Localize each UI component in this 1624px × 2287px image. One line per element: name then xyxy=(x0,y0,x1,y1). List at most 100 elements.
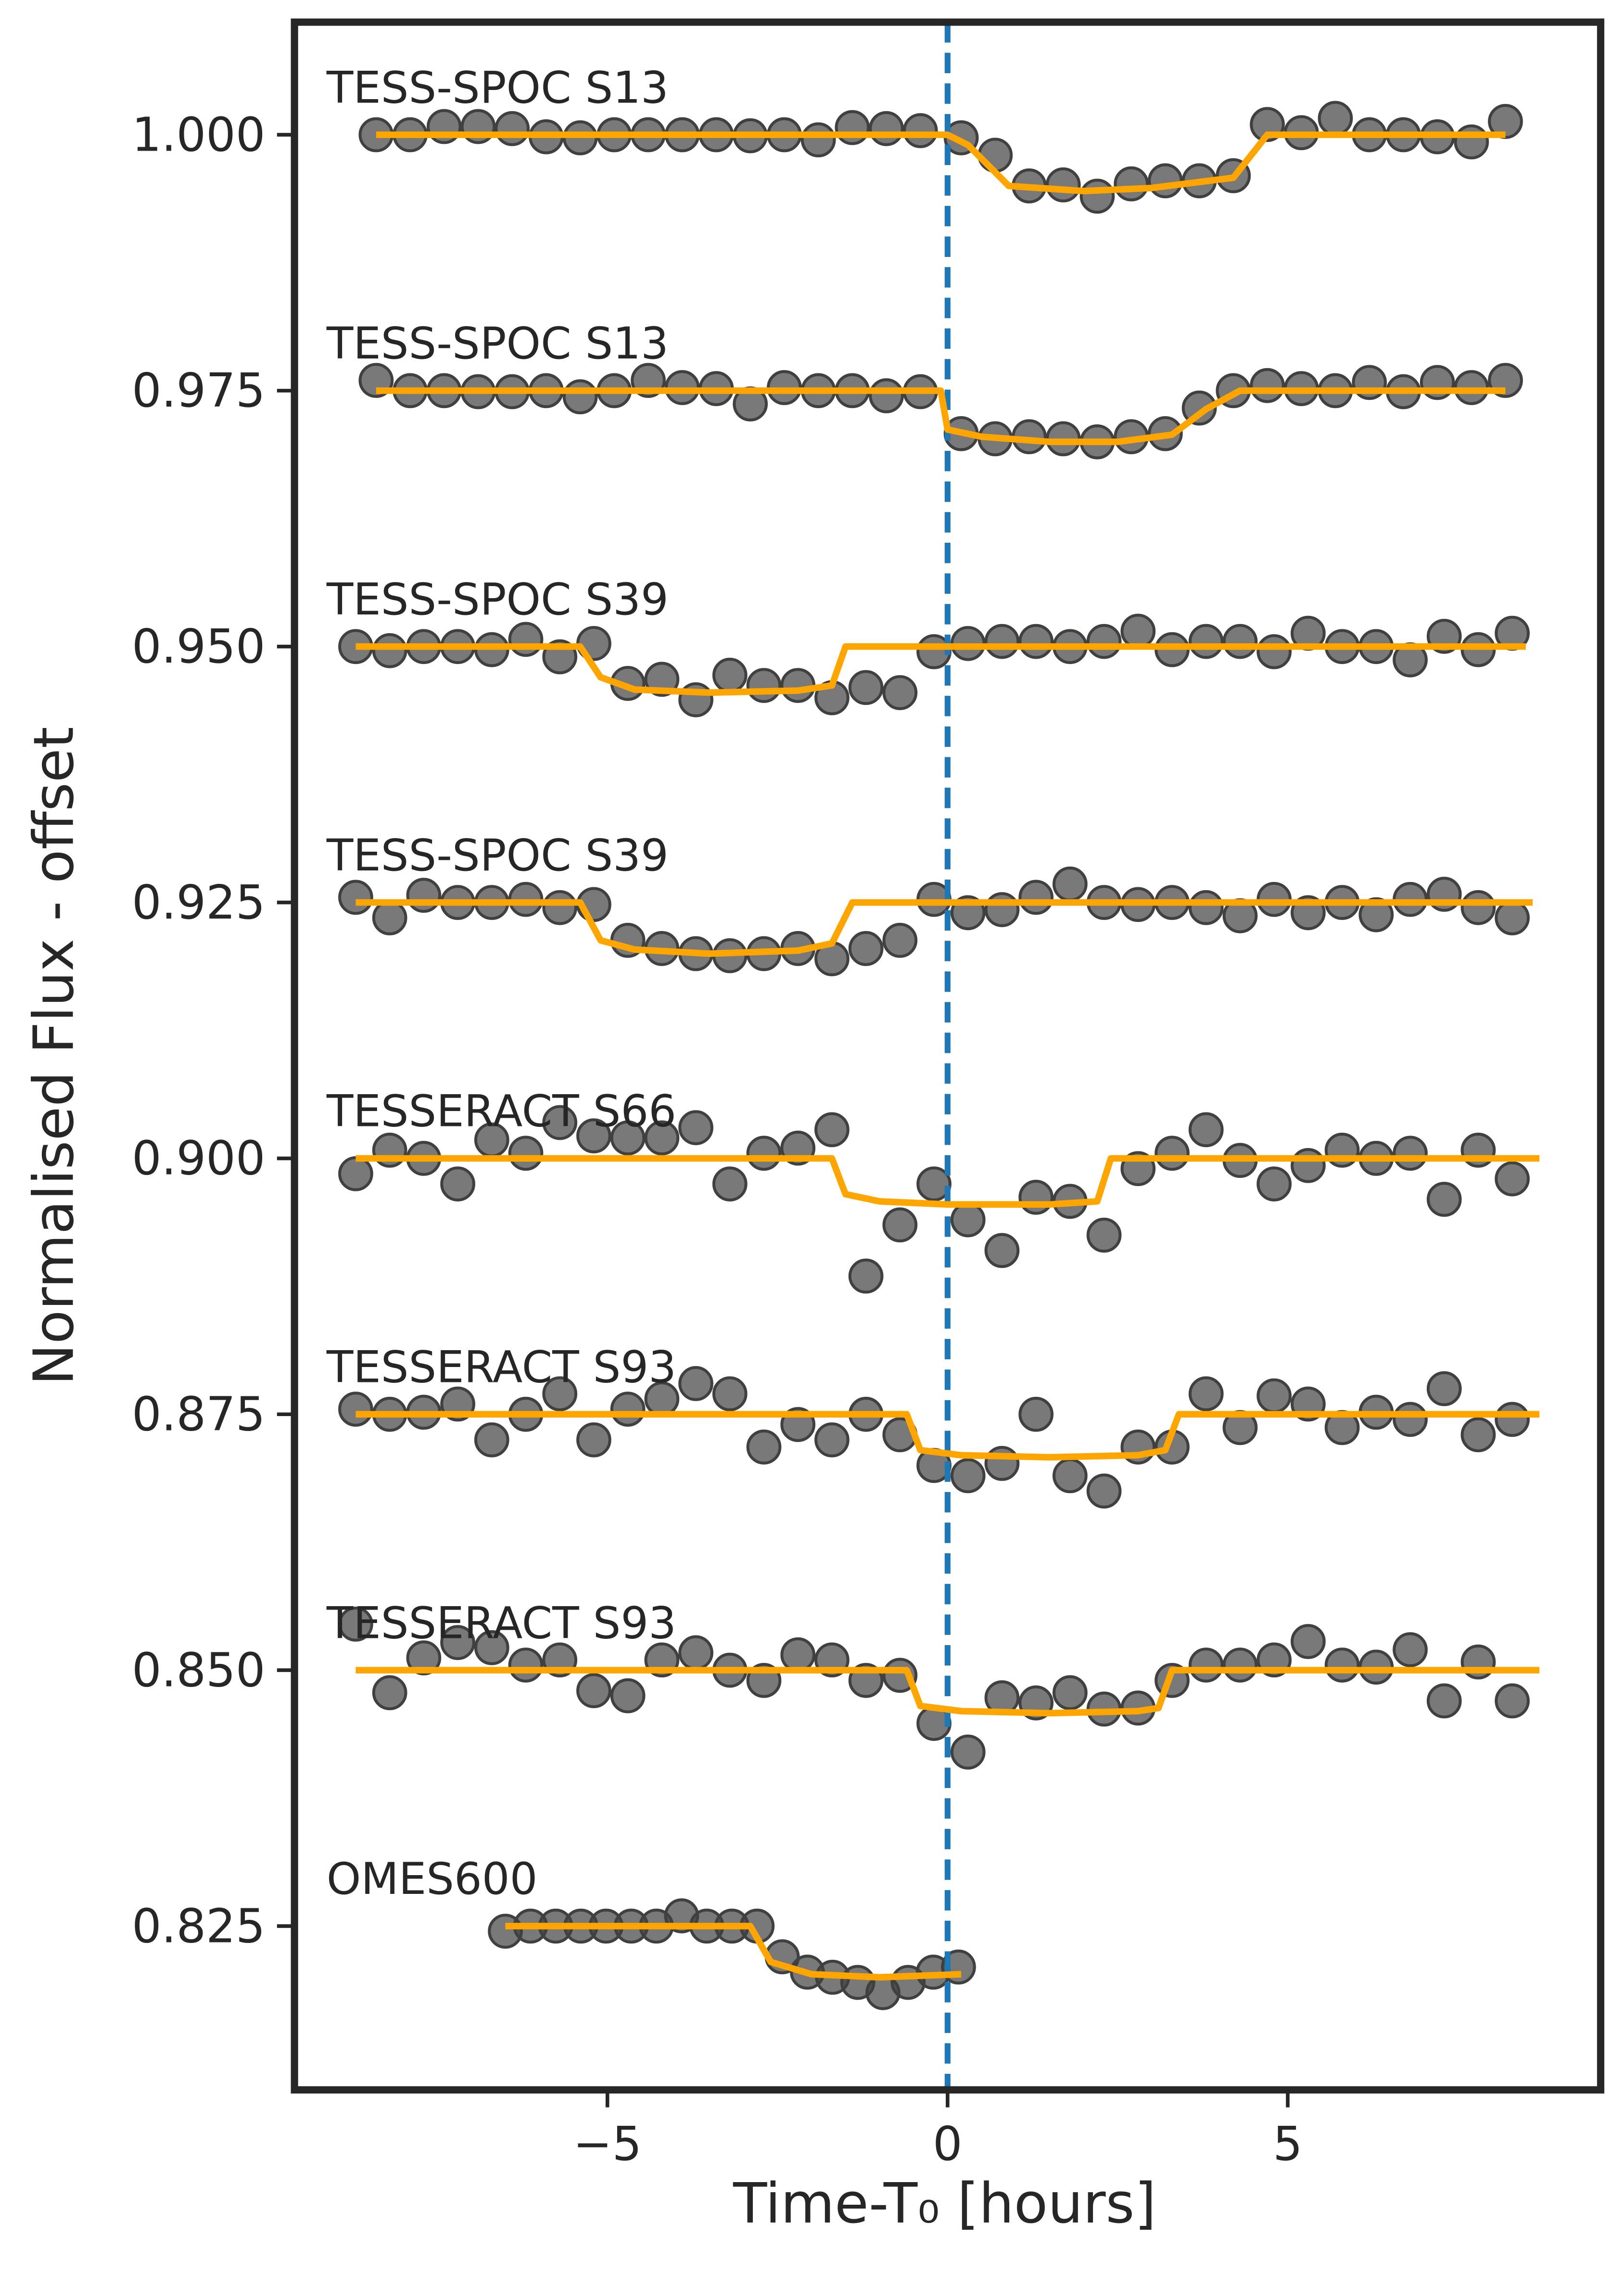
data-point xyxy=(1426,1182,1462,1217)
data-point xyxy=(542,1105,578,1140)
model-line xyxy=(376,387,1506,446)
data-point xyxy=(977,138,1013,173)
data-point xyxy=(406,1640,442,1675)
data-point xyxy=(1454,124,1489,160)
dataset-label: TESS-SPOC S39 xyxy=(326,830,669,881)
data-point xyxy=(610,1120,646,1156)
data-point xyxy=(576,1422,611,1457)
dataset-label: TESSERACT S93 xyxy=(326,1598,676,1648)
data-point xyxy=(780,668,816,703)
data-point xyxy=(916,1166,952,1201)
dataset-label: TESS-SPOC S39 xyxy=(326,575,669,625)
model-line xyxy=(355,1155,1540,1208)
data-point xyxy=(440,1166,475,1201)
data-point xyxy=(1148,163,1183,199)
data-point xyxy=(984,892,1020,927)
y-tick-label: 0.950 xyxy=(132,619,266,674)
data-point xyxy=(1460,890,1496,925)
model-line xyxy=(376,131,1506,194)
data-point xyxy=(576,1118,611,1153)
data-point xyxy=(1086,624,1122,659)
model-line xyxy=(505,1923,962,1981)
data-point xyxy=(1086,1217,1122,1253)
data-point xyxy=(712,1166,748,1201)
data-point xyxy=(902,113,938,148)
plot-frame xyxy=(291,18,1605,2094)
data-point xyxy=(1018,1179,1054,1215)
y-tick-label: 0.975 xyxy=(132,363,266,418)
model-line xyxy=(355,643,1526,696)
data-point xyxy=(1053,866,1088,902)
x-tick-label: 5 xyxy=(1273,2117,1303,2171)
data-point xyxy=(1053,1458,1088,1494)
data-point xyxy=(848,931,884,966)
dataset-label: TESSERACT S93 xyxy=(326,1342,676,1393)
x-tick-label: 0 xyxy=(933,2117,963,2171)
data-point xyxy=(338,880,373,915)
data-point xyxy=(338,1156,373,1191)
data-point xyxy=(474,1422,509,1457)
data-point xyxy=(1222,624,1258,659)
data-point xyxy=(610,1678,646,1713)
data-point xyxy=(1222,1648,1258,1683)
dataset-label: TESS-SPOC S13 xyxy=(326,63,669,113)
data-point xyxy=(848,1258,884,1294)
data-point xyxy=(406,878,442,913)
data-point xyxy=(338,1606,373,1642)
data-point xyxy=(800,122,836,158)
data-point xyxy=(984,1233,1020,1268)
data-point xyxy=(1188,1376,1224,1412)
data-point xyxy=(1018,624,1054,659)
data-point xyxy=(1495,1161,1530,1197)
data-point xyxy=(1188,1112,1224,1148)
data-point xyxy=(869,378,904,413)
data-point xyxy=(372,900,407,935)
data-point xyxy=(644,1120,680,1156)
dataset-label: OMES600 xyxy=(327,1854,538,1904)
data-point xyxy=(1495,1683,1530,1719)
data-point xyxy=(1086,1473,1122,1509)
data-point xyxy=(678,1110,713,1145)
y-tick-label: 0.825 xyxy=(132,1899,266,1953)
data-point xyxy=(1393,1136,1428,1171)
data-point xyxy=(746,668,782,703)
data-point xyxy=(1256,634,1292,669)
data-point xyxy=(950,1458,986,1494)
data-point xyxy=(869,111,904,146)
data-point xyxy=(372,1675,407,1711)
data-point xyxy=(338,1392,373,1427)
data-point xyxy=(814,1112,850,1148)
data-point xyxy=(678,1366,713,1401)
data-point xyxy=(1426,1683,1462,1719)
data-point xyxy=(1495,1402,1530,1437)
data-point xyxy=(712,657,748,693)
model-line xyxy=(355,1667,1540,1717)
y-tick-label: 0.900 xyxy=(132,1131,266,1186)
data-point xyxy=(1256,1378,1292,1414)
data-point xyxy=(1426,1371,1462,1406)
data-point xyxy=(1250,368,1285,403)
model-line xyxy=(355,1411,1540,1461)
data-point xyxy=(1181,390,1217,426)
plot-area xyxy=(338,22,1540,2090)
y-tick-label: 1.000 xyxy=(132,107,266,162)
data-point xyxy=(984,624,1020,659)
data-point xyxy=(950,1734,986,1770)
data-point xyxy=(1188,624,1224,659)
data-point xyxy=(950,1202,986,1238)
data-point xyxy=(746,1136,782,1171)
x-tick-label: −5 xyxy=(573,2117,642,2171)
data-point xyxy=(1155,1136,1190,1171)
data-point xyxy=(542,890,578,925)
data-point xyxy=(1053,1675,1088,1711)
data-point xyxy=(508,1136,544,1171)
data-point xyxy=(678,1635,713,1671)
data-point xyxy=(474,1630,509,1665)
data-point xyxy=(576,1673,611,1709)
data-point xyxy=(1188,890,1224,925)
data-point xyxy=(712,1376,748,1412)
data-point xyxy=(1291,1148,1326,1183)
data-point xyxy=(1318,101,1353,136)
